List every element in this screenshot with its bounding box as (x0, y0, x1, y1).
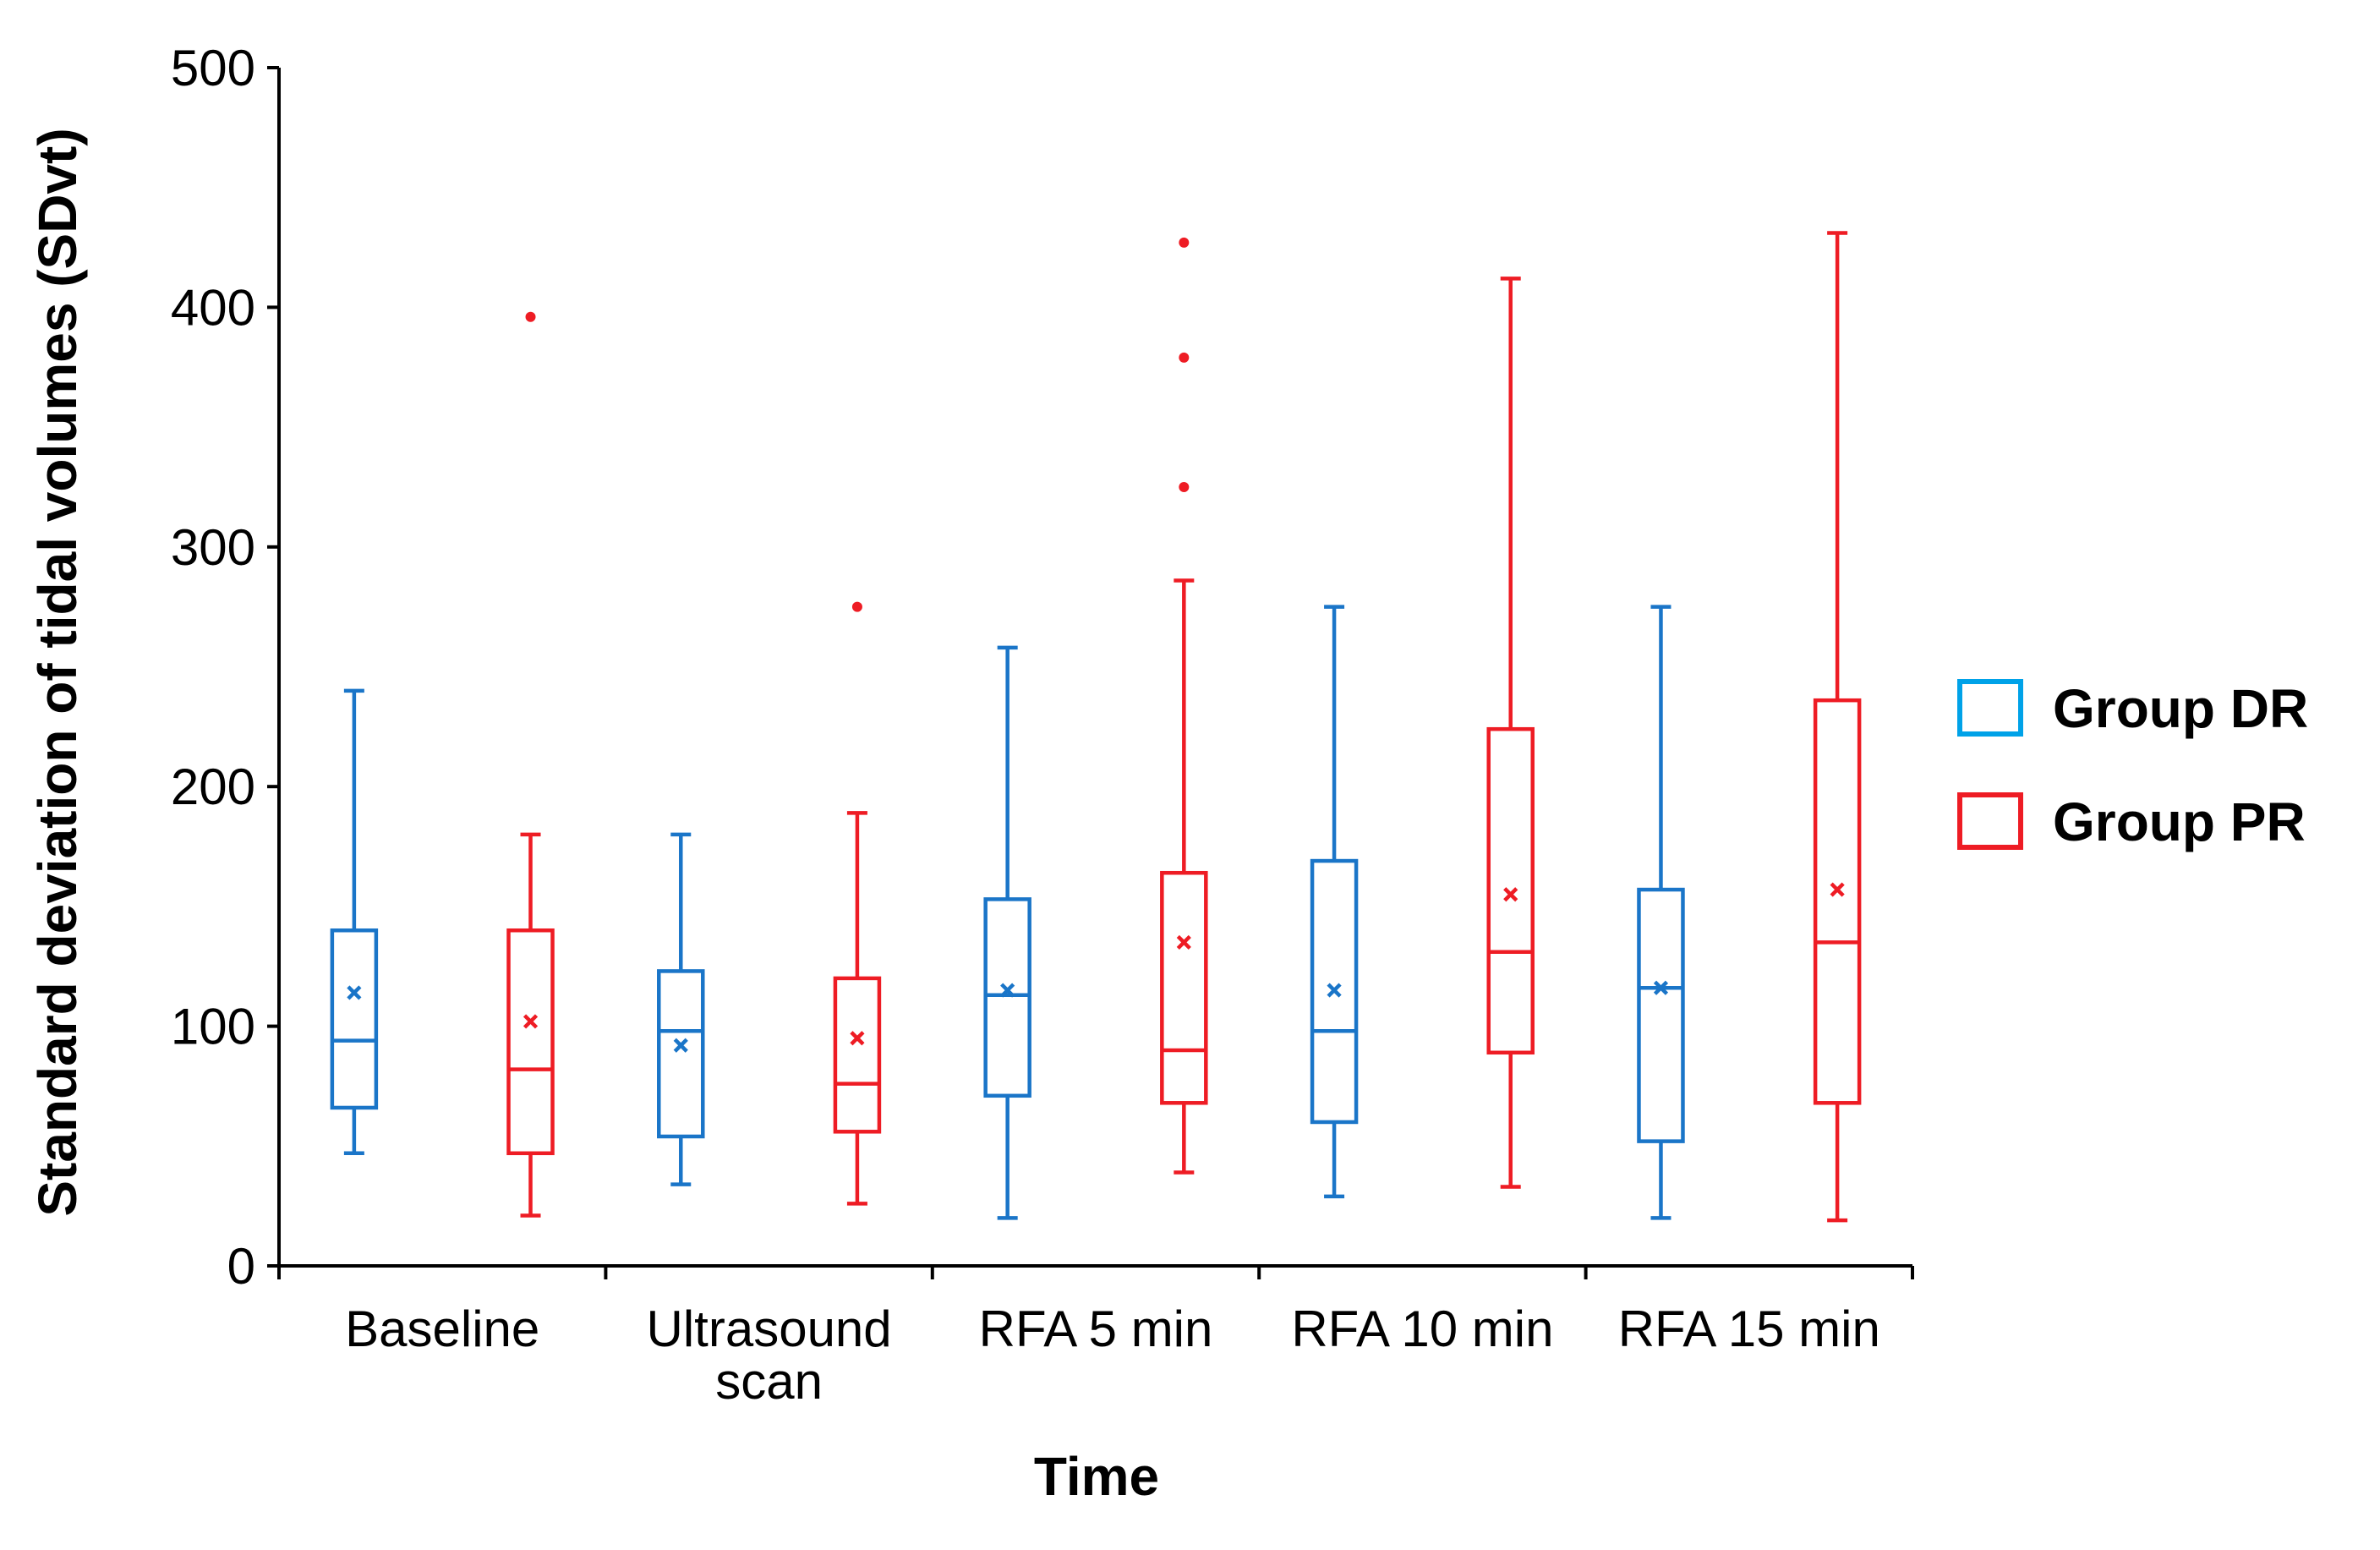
mean-marker (1327, 983, 1342, 998)
outlier-point (1179, 352, 1190, 363)
box-group-pr (506, 311, 555, 1218)
x-tick-label: RFA 5 min (979, 1301, 1213, 1357)
box-group-pr (833, 601, 882, 1206)
box-group-pr (1813, 231, 1862, 1223)
x-axis-title: Time (1034, 1446, 1159, 1507)
y-tick-label: 200 (171, 759, 255, 815)
y-tick-label: 100 (171, 999, 255, 1055)
iqr-box (1486, 726, 1535, 1055)
iqr-box (506, 928, 555, 1156)
box-series (330, 231, 1862, 1223)
mean-marker (1503, 887, 1518, 902)
mean-marker (1830, 882, 1845, 897)
box-group-dr (1310, 605, 1359, 1199)
box-group-dr (657, 832, 705, 1186)
mean-marker (523, 1014, 539, 1029)
y-axis-title: Standard deviation of tidal volumes (SDv… (27, 128, 88, 1216)
y-tick-label: 300 (171, 519, 255, 576)
iqr-box (1813, 698, 1862, 1105)
iqr-box (983, 897, 1031, 1098)
legend: Group DR Group PR (1957, 678, 2308, 852)
outlier-point (525, 311, 536, 322)
x-tick-label: scan (715, 1353, 823, 1410)
iqr-box (330, 928, 379, 1110)
box-group-pr (1160, 237, 1208, 1175)
outlier-point (1179, 237, 1190, 248)
y-tick-label: 500 (171, 40, 255, 96)
x-tick-label: Baseline (345, 1301, 539, 1357)
mean-marker (347, 985, 362, 1000)
iqr-box (833, 976, 882, 1134)
box-group-dr (983, 645, 1031, 1220)
mean-marker (850, 1031, 865, 1046)
box-group-dr (1637, 605, 1685, 1220)
iqr-box (657, 969, 705, 1139)
box-group-dr (330, 688, 379, 1156)
legend-swatch (1957, 679, 2023, 737)
y-tick-label: 400 (171, 279, 255, 336)
mean-marker (1653, 980, 1669, 995)
y-tick-label: 0 (227, 1238, 255, 1295)
legend-item-group-pr: Group PR (1957, 791, 2306, 852)
legend-label: Group PR (2053, 791, 2306, 852)
x-tick-label: RFA 15 min (1618, 1301, 1880, 1357)
iqr-box (1160, 870, 1208, 1105)
x-tick-label: RFA 10 min (1291, 1301, 1553, 1357)
outlier-point (1179, 481, 1190, 492)
legend-label: Group DR (2053, 678, 2308, 739)
legend-item-group-dr: Group DR (1957, 678, 2308, 739)
y-axis: 0 100 200 300 400 500 (171, 40, 281, 1295)
mean-marker (673, 1038, 688, 1053)
box-group-pr (1486, 277, 1535, 1189)
iqr-box (1637, 887, 1685, 1143)
x-tick-label: Ultrasound (647, 1301, 892, 1357)
mean-marker (1176, 934, 1191, 950)
outlier-point (851, 601, 862, 612)
legend-swatch (1957, 792, 2023, 850)
mean-marker (1000, 983, 1015, 998)
